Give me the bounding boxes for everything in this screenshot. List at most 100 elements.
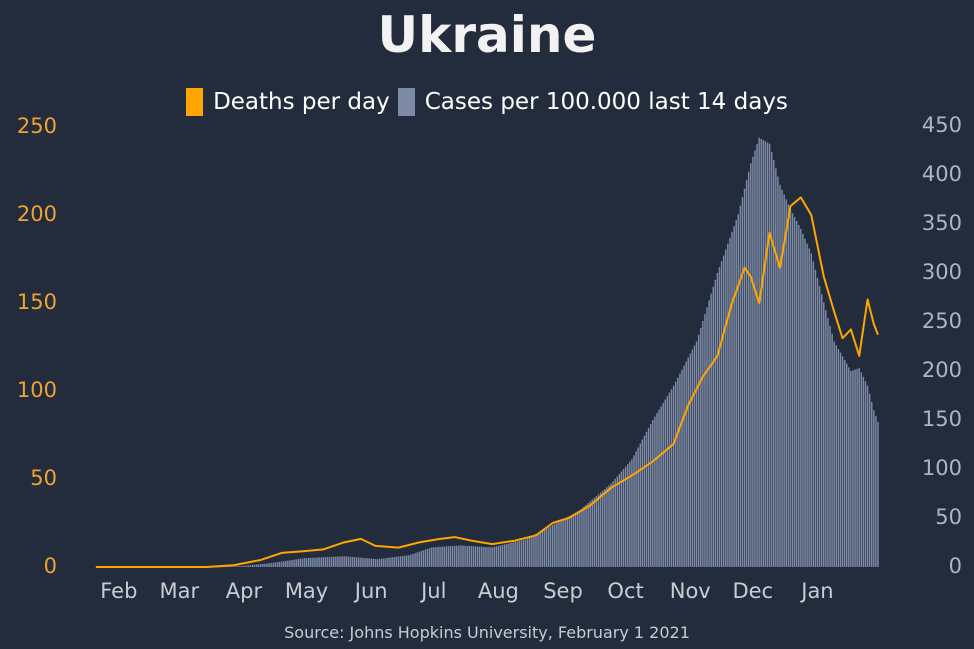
cases-bar [693,345,696,567]
cases-bar [516,541,518,567]
cases-bar [439,546,441,567]
cases-bar [524,539,527,567]
cases-bar [697,334,700,567]
cases-bar [574,512,577,567]
cases-bar [243,565,245,567]
cases-bar [808,248,810,567]
cases-bar [668,392,671,567]
cases-bar [812,261,815,567]
cases-bar [652,420,654,567]
cases-bar [829,325,831,567]
cases-bar [316,557,318,567]
left-axis-tick-label: 150 [17,290,57,314]
cases-bar [806,243,808,567]
right-axis-tick-label: 400 [922,162,962,186]
cases-bar [768,143,771,567]
cases-bar [358,557,360,567]
cases-bar [764,141,767,568]
cases-bar [422,550,425,567]
cases-bar [397,556,400,567]
cases-bar [380,558,383,567]
cases-bar [226,566,229,568]
cases-bar [393,557,395,567]
cases-bar [670,389,673,567]
cases-bar [585,504,587,567]
cases-bar [224,566,227,568]
left-axis-tick-label: 250 [17,114,57,138]
cases-bar [612,481,614,567]
cases-bar [664,399,667,567]
cases-bar [610,483,612,567]
cases-bar [752,156,754,567]
cases-bar [268,563,270,567]
cases-bar [779,184,781,568]
cases-bar [758,137,760,567]
cases-bar [403,555,406,567]
cases-bar [328,556,331,567]
deaths-line-group [96,196,879,568]
cases-bar [426,548,429,567]
cases-bar [731,231,733,567]
cases-bar [234,566,237,567]
cases-bar [424,549,427,567]
cases-bar [541,530,543,567]
cases-bar [712,286,714,567]
cases-bar [750,163,752,568]
cases-bar [825,310,827,567]
legend-swatch-cases [397,88,415,116]
cases-bar [389,557,391,567]
cases-bar [376,559,379,567]
cases-bar [431,547,433,567]
cases-bar [871,402,873,567]
cases-bar [718,267,721,567]
cases-bar [604,488,606,567]
cases-bar [526,538,529,567]
cases-bar [531,536,533,567]
cases-bar [789,209,792,568]
source-note: Source: Johns Hopkins University, Februa… [284,623,690,642]
cases-bar [460,545,462,567]
cases-bar [491,547,493,567]
cases-bar [647,427,650,567]
cases-bar [510,542,512,567]
cases-bar [295,559,297,567]
cases-bar [318,557,320,567]
cases-bar [543,529,546,567]
cases-bar [679,373,681,567]
cases-bar [727,243,729,567]
cases-bar [472,546,475,567]
cases-bar [370,558,372,567]
cases-bar [672,385,675,567]
cases-bar [387,557,389,567]
cases-bar [722,255,725,568]
cases-bar [368,558,370,567]
cases-bar [702,321,704,567]
cases-bar [533,535,535,567]
cases-bar [700,327,702,567]
cases-bar [339,556,341,567]
cases-bar [395,556,398,567]
cases-bar [781,189,783,567]
cases-bar [810,253,812,567]
x-axis-tick-label: Feb [100,579,137,603]
cases-bar [785,199,787,567]
cases-bar [720,261,723,567]
legend-label-deaths: Deaths per day [213,89,390,115]
cases-bar [539,531,541,567]
cases-bar [418,551,420,567]
cases-bar [787,204,790,567]
cases-bar [478,546,481,567]
left-axis-tick-label: 50 [30,466,57,490]
cases-bar [512,542,514,567]
x-axis-tick-label: Mar [160,579,200,603]
cases-bar [301,558,304,567]
cases-bar [620,471,623,567]
cases-bar [823,302,825,567]
right-axis-tick-label: 100 [922,456,962,480]
cases-bar [220,566,222,568]
cases-bar [441,546,443,567]
cases-bar [631,459,633,567]
cases-bar [272,562,274,567]
cases-bar [529,537,531,567]
cases-bar [410,554,412,567]
